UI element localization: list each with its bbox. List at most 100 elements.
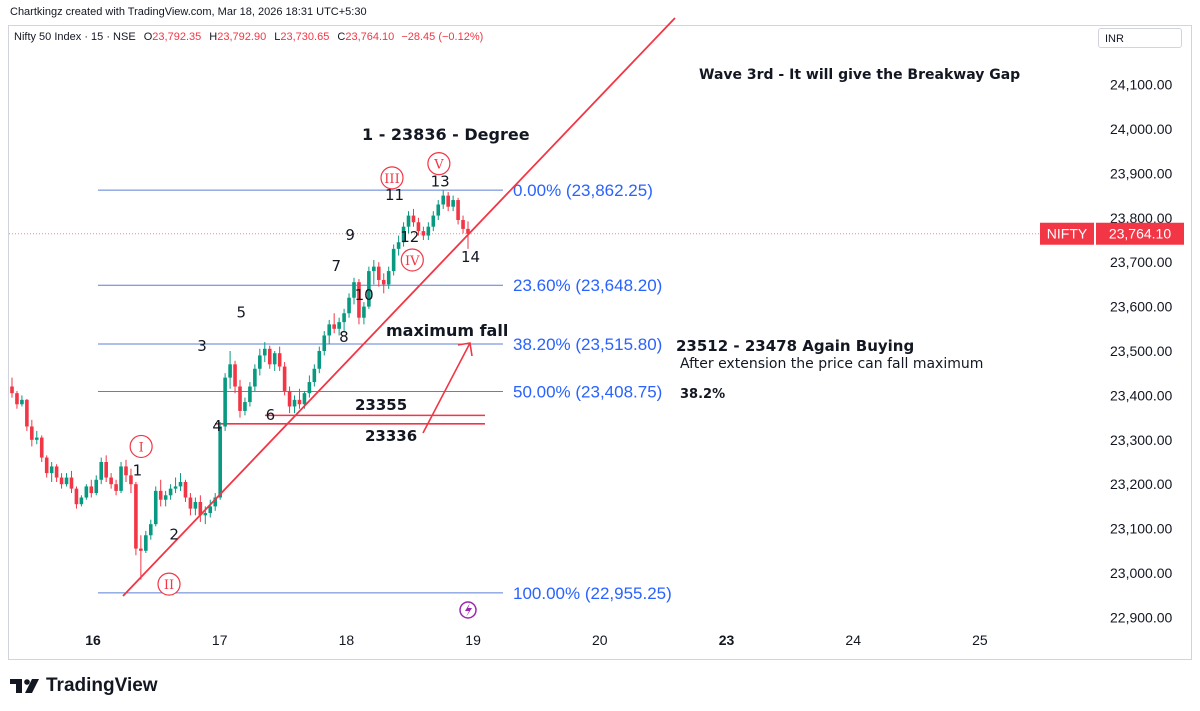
candle-body[interactable]: [322, 335, 327, 351]
candle-body[interactable]: [89, 486, 94, 494]
candle-body[interactable]: [193, 501, 198, 509]
candle-body[interactable]: [451, 200, 455, 207]
candle-body[interactable]: [158, 490, 163, 500]
candle-body[interactable]: [302, 393, 307, 405]
candle-body[interactable]: [15, 393, 19, 405]
candle-body[interactable]: [431, 215, 436, 227]
candle-body[interactable]: [20, 399, 24, 405]
candle-body[interactable]: [342, 313, 346, 323]
candle-body[interactable]: [134, 484, 138, 549]
lightning-icon[interactable]: [459, 601, 477, 619]
candle-body[interactable]: [317, 351, 322, 369]
candle-body[interactable]: [337, 322, 341, 329]
candle-body[interactable]: [401, 226, 406, 243]
candle-body[interactable]: [139, 548, 143, 551]
candle-body[interactable]: [173, 486, 178, 489]
candle-body[interactable]: [74, 488, 79, 505]
candle-body[interactable]: [94, 479, 99, 494]
candle-body[interactable]: [10, 386, 14, 394]
maximum-fall-arrow[interactable]: [422, 342, 471, 434]
candle-body[interactable]: [441, 195, 446, 205]
candle-body[interactable]: [426, 226, 431, 236]
candle-body[interactable]: [208, 506, 213, 514]
candle-body[interactable]: [347, 297, 351, 314]
candle-body[interactable]: [372, 266, 376, 272]
candle-body[interactable]: [59, 477, 64, 485]
candle-body[interactable]: [99, 462, 104, 480]
candle-body[interactable]: [223, 377, 227, 427]
candle-body[interactable]: [79, 497, 84, 505]
candle-body[interactable]: [168, 488, 173, 496]
candle-body[interactable]: [49, 466, 54, 474]
candle-body[interactable]: [178, 481, 183, 487]
candle-body[interactable]: [64, 477, 69, 485]
candle-body[interactable]: [421, 231, 426, 236]
currency-selector[interactable]: INR: [1098, 28, 1182, 48]
candle-body[interactable]: [198, 501, 203, 516]
candle-body[interactable]: [218, 426, 222, 498]
candle-body[interactable]: [267, 348, 272, 365]
candle-body[interactable]: [327, 324, 332, 336]
candle-body[interactable]: [391, 248, 396, 272]
candle-body[interactable]: [104, 462, 108, 478]
candle-body[interactable]: [39, 437, 44, 458]
candle-body[interactable]: [203, 513, 208, 516]
candle-body[interactable]: [153, 490, 158, 525]
candle-body[interactable]: [69, 477, 74, 489]
candle-body[interactable]: [277, 353, 282, 367]
candle-body[interactable]: [213, 497, 218, 507]
candle-body[interactable]: [456, 200, 460, 221]
legend-symbol[interactable]: Nifty 50 Index · 15 · NSE: [14, 31, 136, 43]
symbol-tag-bg: [1040, 222, 1094, 245]
candle-body[interactable]: [124, 466, 128, 476]
candle-body[interactable]: [262, 348, 267, 356]
candle-body[interactable]: [287, 390, 292, 407]
candle-body[interactable]: [436, 204, 441, 216]
candle-body[interactable]: [332, 324, 336, 329]
candle-body[interactable]: [396, 242, 401, 249]
candle-body[interactable]: [233, 364, 237, 387]
candle-body[interactable]: [362, 306, 366, 318]
candle-body[interactable]: [84, 486, 89, 498]
candle-body[interactable]: [114, 484, 118, 491]
candle-body[interactable]: [352, 282, 356, 298]
candle-body[interactable]: [183, 481, 188, 498]
candle-body[interactable]: [238, 386, 242, 411]
candle-body[interactable]: [307, 382, 312, 394]
candle-body[interactable]: [253, 368, 257, 387]
candle-body[interactable]: [282, 366, 287, 391]
candle-body[interactable]: [416, 222, 421, 232]
candle-body[interactable]: [406, 215, 411, 227]
candle-body[interactable]: [386, 271, 391, 285]
candle-body[interactable]: [25, 399, 29, 427]
candle-body[interactable]: [34, 437, 39, 440]
candle-body[interactable]: [109, 477, 113, 485]
candle-body[interactable]: [54, 466, 59, 478]
candle-body[interactable]: [243, 402, 247, 411]
candle-body[interactable]: [144, 535, 148, 551]
candle-body[interactable]: [228, 364, 232, 378]
candle-body[interactable]: [129, 475, 133, 485]
candle-body[interactable]: [381, 279, 386, 285]
trend-line[interactable]: [122, 17, 676, 597]
candle-body[interactable]: [272, 353, 277, 365]
candle-body[interactable]: [44, 457, 49, 474]
candle-body[interactable]: [258, 355, 262, 369]
candle-body[interactable]: [357, 282, 361, 318]
candle-body[interactable]: [461, 220, 465, 229]
candle-body[interactable]: [248, 386, 252, 403]
candle-body[interactable]: [292, 399, 297, 407]
candle-body[interactable]: [148, 524, 153, 536]
candle-body[interactable]: [411, 215, 416, 223]
candle-body[interactable]: [376, 266, 381, 280]
candle-body[interactable]: [466, 228, 470, 234]
candle-body[interactable]: [188, 497, 193, 509]
candle-body[interactable]: [367, 271, 371, 307]
candle-body[interactable]: [119, 466, 123, 491]
candle-body[interactable]: [446, 195, 450, 207]
candle-body[interactable]: [30, 426, 34, 440]
candle-body[interactable]: [312, 368, 317, 383]
candle-body[interactable]: [163, 495, 168, 500]
candle-body[interactable]: [297, 399, 302, 405]
